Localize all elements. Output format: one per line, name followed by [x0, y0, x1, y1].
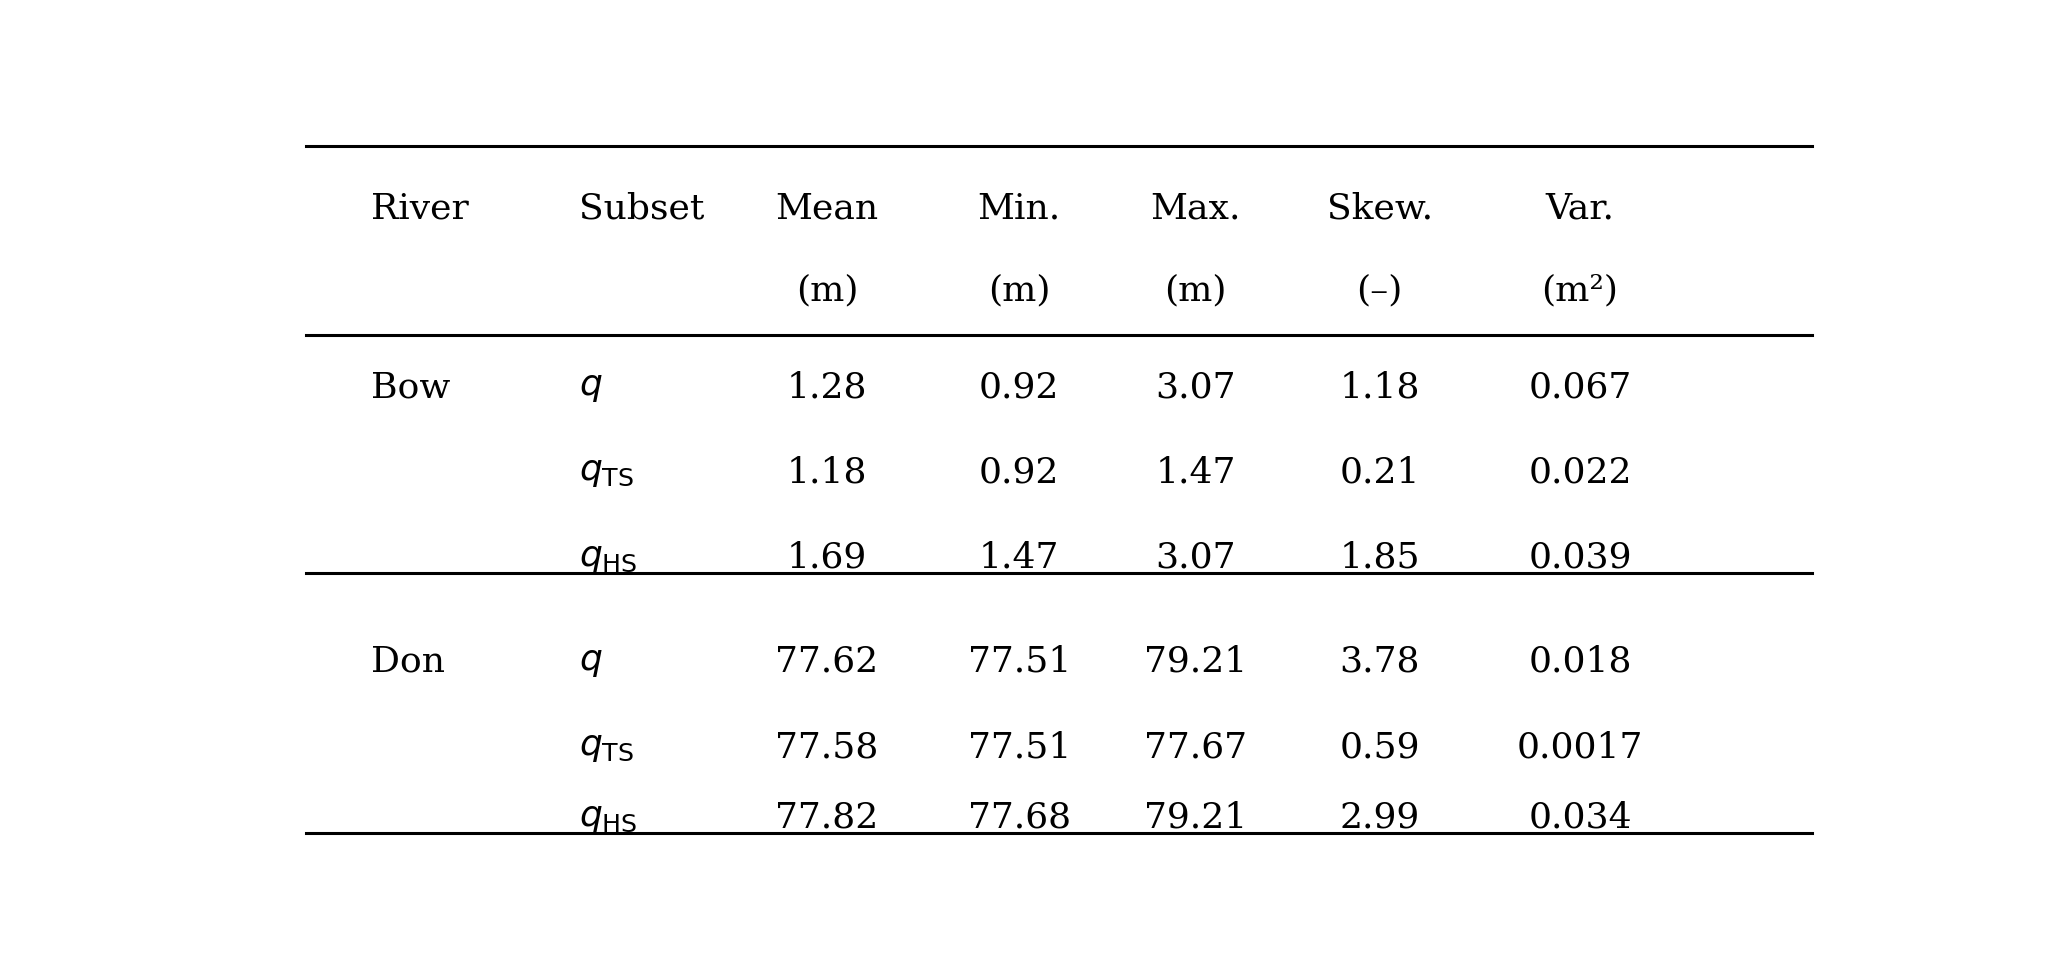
- Text: 0.034: 0.034: [1528, 801, 1631, 835]
- Text: 1.18: 1.18: [1339, 370, 1420, 404]
- Text: Skew.: Skew.: [1327, 192, 1432, 226]
- Text: (m): (m): [1164, 273, 1226, 308]
- Text: 3.07: 3.07: [1155, 541, 1236, 575]
- Text: 77.51: 77.51: [967, 645, 1071, 679]
- Text: 0.92: 0.92: [980, 370, 1060, 404]
- Text: Var.: Var.: [1546, 192, 1614, 226]
- Text: 1.28: 1.28: [788, 370, 868, 404]
- Text: 77.67: 77.67: [1143, 731, 1246, 764]
- Text: 1.69: 1.69: [788, 541, 868, 575]
- Text: 0.067: 0.067: [1528, 370, 1631, 404]
- Text: River: River: [370, 192, 469, 226]
- Text: 1.47: 1.47: [1155, 455, 1236, 489]
- Text: 0.018: 0.018: [1528, 645, 1631, 679]
- Text: 0.0017: 0.0017: [1517, 731, 1643, 764]
- Text: 0.039: 0.039: [1528, 541, 1631, 575]
- Text: 2.99: 2.99: [1339, 801, 1420, 835]
- Text: $q_{\mathrm{HS}}$: $q_{\mathrm{HS}}$: [579, 801, 637, 835]
- Text: $q$: $q$: [579, 370, 601, 404]
- Text: 79.21: 79.21: [1143, 801, 1246, 835]
- Text: 77.51: 77.51: [967, 731, 1071, 764]
- Text: Mean: Mean: [775, 192, 878, 226]
- Text: 77.68: 77.68: [967, 801, 1071, 835]
- Text: Bow: Bow: [370, 370, 451, 404]
- Text: (m): (m): [988, 273, 1050, 308]
- Text: 77.58: 77.58: [775, 731, 878, 764]
- Text: 0.022: 0.022: [1528, 455, 1631, 489]
- Text: Subset: Subset: [579, 192, 705, 226]
- Text: 3.07: 3.07: [1155, 370, 1236, 404]
- Text: (m): (m): [796, 273, 858, 308]
- Text: 1.47: 1.47: [980, 541, 1060, 575]
- Text: 0.21: 0.21: [1339, 455, 1420, 489]
- Text: 1.18: 1.18: [788, 455, 868, 489]
- Text: $q_{\mathrm{HS}}$: $q_{\mathrm{HS}}$: [579, 541, 637, 575]
- Text: $q_{\mathrm{TS}}$: $q_{\mathrm{TS}}$: [579, 731, 635, 764]
- Text: $q_{\mathrm{TS}}$: $q_{\mathrm{TS}}$: [579, 455, 635, 489]
- Text: 0.59: 0.59: [1339, 731, 1420, 764]
- Text: 3.78: 3.78: [1339, 645, 1420, 679]
- Text: 77.62: 77.62: [775, 645, 878, 679]
- Text: Max.: Max.: [1149, 192, 1240, 226]
- Text: $q$: $q$: [579, 645, 601, 679]
- Text: 1.85: 1.85: [1339, 541, 1420, 575]
- Text: 77.82: 77.82: [775, 801, 878, 835]
- Text: (m²): (m²): [1542, 273, 1618, 308]
- Text: 0.92: 0.92: [980, 455, 1060, 489]
- Text: 79.21: 79.21: [1143, 645, 1246, 679]
- Text: (–): (–): [1356, 273, 1403, 308]
- Text: Min.: Min.: [978, 192, 1060, 226]
- Text: Don: Don: [370, 645, 444, 679]
